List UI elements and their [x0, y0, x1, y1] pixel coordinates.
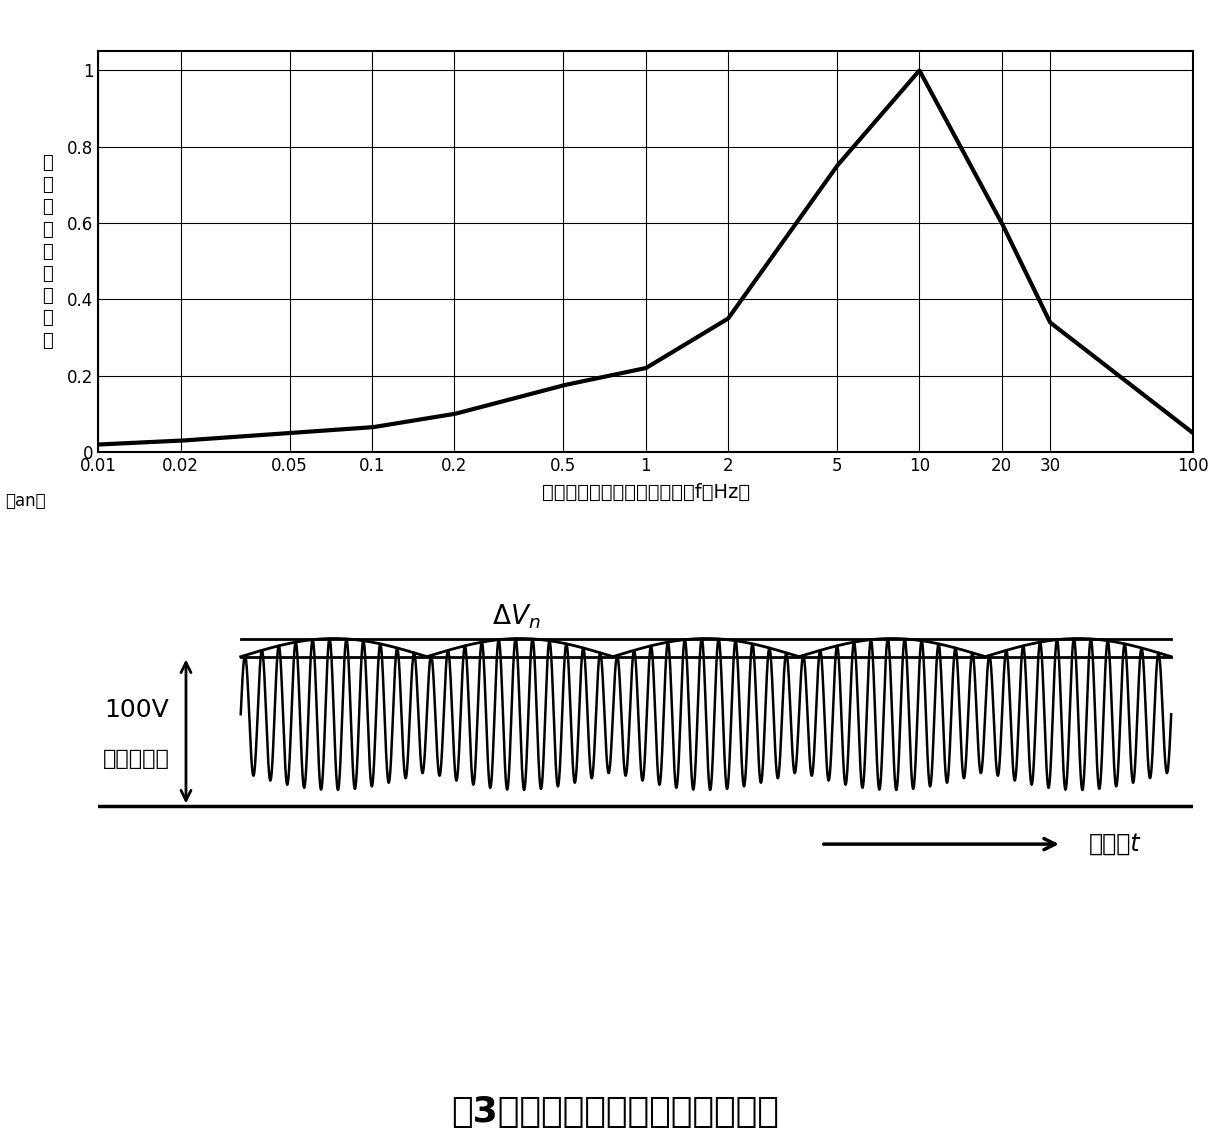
Text: 時刻　t: 時刻 t — [1089, 832, 1140, 856]
X-axis label: 正弦波状電圧変動の周波数　f［Hz］: 正弦波状電圧変動の周波数 f［Hz］ — [541, 484, 750, 502]
Text: ［an］: ［an］ — [5, 492, 46, 510]
Text: $\Delta V_n$: $\Delta V_n$ — [492, 602, 540, 631]
Text: （実効値）: （実効値） — [103, 748, 170, 769]
Text: 100V: 100V — [105, 698, 169, 722]
Text: 第3図　電圧フリッカの評価方法: 第3図 電圧フリッカの評価方法 — [451, 1095, 779, 1130]
Y-axis label: ち
ら
つ
き
視
感
度
係
数: ち ら つ き 視 感 度 係 数 — [43, 154, 53, 349]
